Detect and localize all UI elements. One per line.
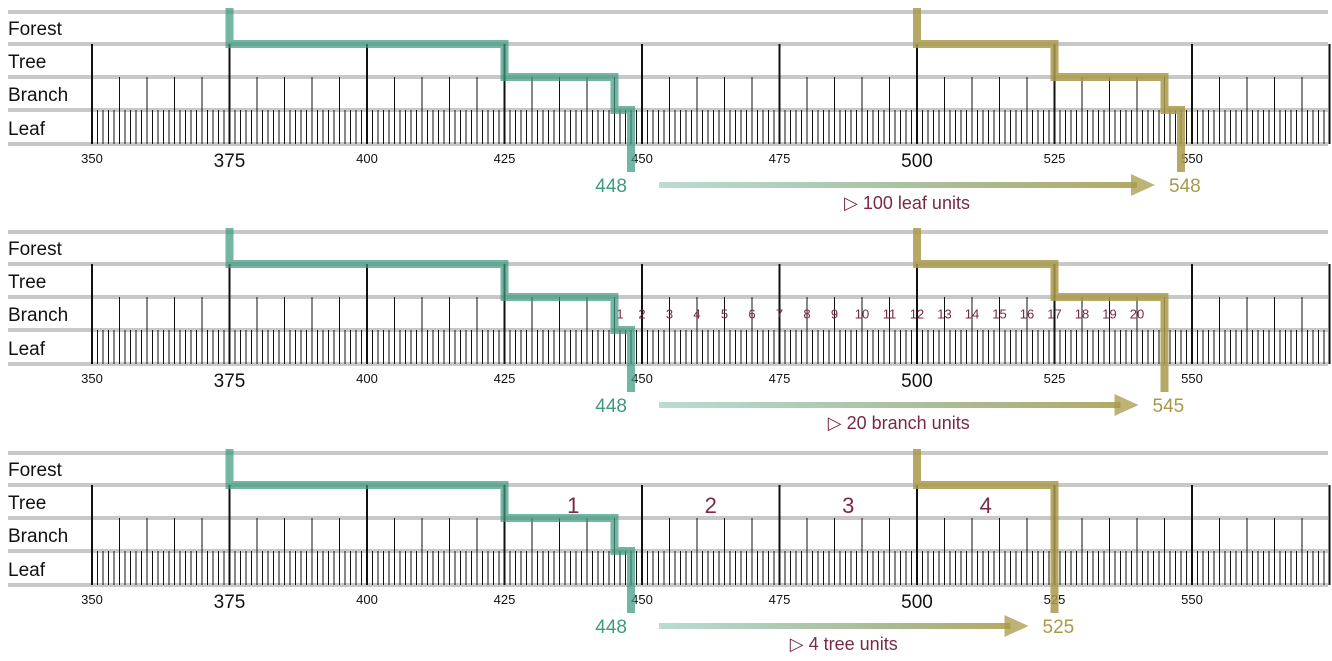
- unit-number: 2: [705, 493, 717, 518]
- axis-label-425: 425: [494, 592, 516, 607]
- unit-number: 11: [883, 307, 897, 322]
- delta-arrow-head: [1004, 615, 1029, 637]
- unit-number: 19: [1102, 307, 1116, 322]
- level-label-leaf: Leaf: [8, 560, 46, 581]
- level-label-tree: Tree: [8, 493, 46, 514]
- axis-label-500: 500: [901, 371, 933, 392]
- level-label-branch: Branch: [8, 305, 68, 326]
- unit-number: 3: [666, 307, 673, 322]
- start-value-label: 448: [595, 396, 627, 417]
- axis-label-350: 350: [81, 151, 103, 166]
- axis-label-425: 425: [494, 151, 516, 166]
- start-value-label: 448: [595, 617, 627, 638]
- end-value-label: 548: [1169, 176, 1201, 197]
- level-label-tree: Tree: [8, 52, 46, 73]
- axis-label-550: 550: [1181, 151, 1203, 166]
- unit-number: 1: [616, 307, 623, 322]
- axis-label-475: 475: [769, 151, 791, 166]
- level-label-forest: Forest: [8, 460, 63, 481]
- level-label-branch: Branch: [8, 85, 68, 106]
- axis-label-400: 400: [356, 151, 378, 166]
- axis-label-550: 550: [1181, 371, 1203, 386]
- unit-number: 13: [937, 307, 951, 322]
- level-label-forest: Forest: [8, 239, 63, 260]
- end-value-label: 525: [1043, 617, 1075, 638]
- end-staircase: [913, 228, 1169, 392]
- end-staircase: [913, 8, 1185, 172]
- delta-label: ▷ 20 branch units: [828, 413, 970, 433]
- axis-label-450: 450: [631, 592, 653, 607]
- axis-label-350: 350: [81, 371, 103, 386]
- panel-leaf-units: Forest Tree Branch Leaf 350 375 400 425 450 475 50…: [8, 8, 1331, 213]
- start-value-label: 448: [595, 176, 627, 197]
- panel-tree-units: Forest Tree Branch Leaf 350 375 400 425 450 475 50…: [8, 449, 1331, 654]
- start-staircase: [225, 228, 635, 392]
- delta-arrow-shaft: [659, 182, 1137, 188]
- axis-label-475: 475: [769, 592, 791, 607]
- unit-number: 6: [748, 307, 755, 322]
- level-label-branch: Branch: [8, 526, 68, 547]
- delta-label: ▷ 100 leaf units: [844, 193, 970, 213]
- axis-label-425: 425: [494, 371, 516, 386]
- unit-number: 4: [693, 307, 700, 322]
- delta-arrow-shaft: [659, 402, 1121, 408]
- unit-number: 17: [1047, 307, 1061, 322]
- start-staircase: [225, 449, 635, 613]
- unit-number: 15: [992, 307, 1006, 322]
- axis-label-350: 350: [81, 592, 103, 607]
- axis-label-400: 400: [356, 371, 378, 386]
- end-staircase: [913, 449, 1059, 613]
- unit-number: 9: [831, 307, 838, 322]
- unit-number: 20: [1130, 307, 1144, 322]
- delta-arrow-head: [1131, 174, 1155, 196]
- axis-label-400: 400: [356, 592, 378, 607]
- axis-label-375: 375: [214, 592, 246, 613]
- axis-label-500: 500: [901, 151, 933, 172]
- level-label-tree: Tree: [8, 272, 46, 293]
- level-label-leaf: Leaf: [8, 339, 46, 360]
- unit-number: 18: [1075, 307, 1089, 322]
- end-value-label: 545: [1153, 396, 1185, 417]
- unit-number: 16: [1020, 307, 1034, 322]
- axis-label-375: 375: [214, 371, 246, 392]
- unit-number: 7: [776, 307, 783, 322]
- unit-number: 10: [855, 307, 869, 322]
- unit-number: 3: [842, 493, 854, 518]
- axis-label-525: 525: [1044, 151, 1066, 166]
- start-staircase: [225, 8, 635, 172]
- axis-label-450: 450: [631, 151, 653, 166]
- axis-label-550: 550: [1181, 592, 1203, 607]
- unit-number: 8: [803, 307, 810, 322]
- unit-number: 2: [638, 307, 645, 322]
- unit-number: 14: [965, 307, 979, 322]
- unit-number: 12: [910, 307, 924, 322]
- unit-number: 4: [980, 493, 992, 518]
- unit-number: 5: [721, 307, 728, 322]
- axis-label-500: 500: [901, 592, 933, 613]
- level-label-forest: Forest: [8, 19, 63, 40]
- axis-label-450: 450: [631, 371, 653, 386]
- level-label-leaf: Leaf: [8, 119, 46, 140]
- delta-label: ▷ 4 tree units: [790, 634, 898, 654]
- axis-label-475: 475: [769, 371, 791, 386]
- unit-number: 1: [567, 493, 579, 518]
- delta-arrow-head: [1114, 394, 1139, 416]
- axis-label-375: 375: [214, 151, 246, 172]
- delta-arrow-shaft: [659, 623, 1011, 629]
- axis-label-525: 525: [1044, 371, 1066, 386]
